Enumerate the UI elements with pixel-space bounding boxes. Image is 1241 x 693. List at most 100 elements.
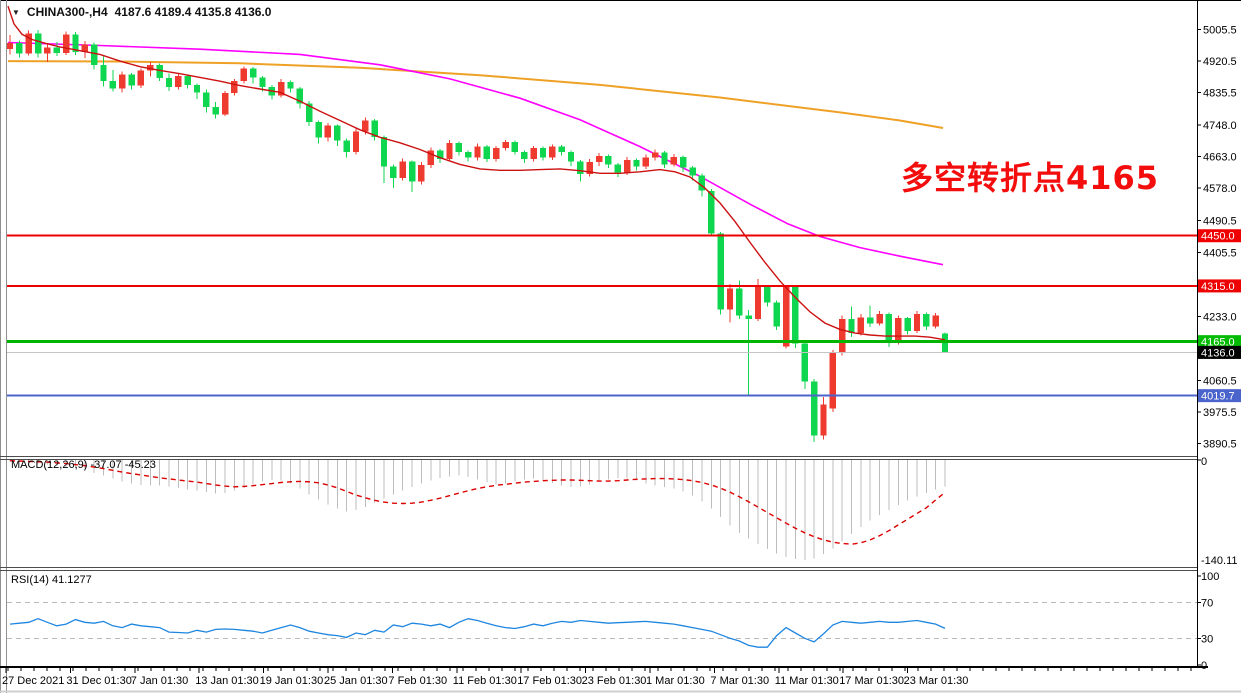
- time-axis-label: 11 Feb 01:30: [453, 675, 517, 687]
- candle: [493, 148, 500, 160]
- candle: [446, 142, 453, 160]
- candle: [128, 74, 135, 86]
- candle: [932, 315, 939, 327]
- candle: [474, 146, 481, 158]
- time-axis-label: 17 Mar 01:30: [839, 675, 904, 687]
- candle: [605, 156, 612, 165]
- macd-axis: 0 -140.11: [1197, 456, 1238, 567]
- price-axis-tick-label: 4060.5: [1203, 375, 1237, 387]
- time-axis[interactable]: 27 Dec 2021 31 Dec 01:307 Jan 01:30 13 Jan…: [2, 667, 1192, 687]
- price-axis: 5005.5 4920.5 4835.5 4748.0 4663.0 4578.0 4490…: [1197, 24, 1237, 451]
- candle: [418, 165, 425, 182]
- candle: [586, 162, 593, 175]
- price-level-badge-label: 4136.0: [1201, 347, 1235, 359]
- rsi-level-lines: [7, 602, 1197, 639]
- price-level-badge: [1198, 345, 1241, 359]
- candle: [240, 68, 247, 82]
- time-axis-label: 17 Feb 01:30: [517, 675, 582, 687]
- symbol-dropdown-icon[interactable]: ▼: [12, 7, 20, 17]
- candle: [923, 313, 930, 327]
- candle: [81, 44, 88, 53]
- rsi-axis-tick-label: 70: [1201, 598, 1213, 610]
- chart-title: ▼ CHINA300-,H4 4187.6 4189.4 4135.8 4136…: [12, 5, 271, 19]
- candle: [175, 75, 182, 88]
- ma-fast-line: [7, 5, 946, 341]
- price-axis-tick-label: 4835.5: [1203, 87, 1237, 99]
- candle: [212, 107, 219, 115]
- candle: [595, 156, 603, 163]
- candle: [6, 43, 14, 50]
- candle: [334, 125, 341, 141]
- time-axis-label: 7 Jan 01:30: [131, 675, 189, 687]
- candle: [324, 125, 332, 138]
- rsi-axis-tick-label: 30: [1201, 633, 1213, 645]
- candle: [399, 161, 406, 178]
- candle: [119, 74, 126, 89]
- rsi-axis-tick-label: 0: [1201, 660, 1207, 672]
- time-axis-label: 7 Feb 01:30: [388, 675, 447, 687]
- candle: [782, 287, 790, 347]
- price-axis-tick-label: 4490.5: [1203, 216, 1237, 228]
- candle: [427, 150, 434, 166]
- candle: [726, 288, 734, 310]
- time-axis-label: 27 Dec 2021: [2, 675, 64, 687]
- candle: [577, 161, 584, 175]
- time-axis-label: 25 Jan 01:30: [324, 675, 388, 687]
- price-axis-tick-label: 3890.5: [1203, 439, 1237, 451]
- time-axis-label: 1 Mar 01:30: [646, 675, 705, 687]
- candle: [651, 152, 659, 158]
- candle: [567, 151, 575, 162]
- candle: [521, 151, 528, 160]
- candle: [34, 33, 42, 54]
- candle: [530, 148, 537, 160]
- price-axis-tick-label: 4405.5: [1203, 247, 1237, 259]
- price-level-badge-label: 4019.7: [1201, 391, 1235, 403]
- candle: [754, 287, 762, 319]
- price-level-badge: [1198, 389, 1241, 403]
- candle: [352, 131, 360, 152]
- candle: [371, 120, 378, 137]
- macd-histogram: [9, 460, 946, 560]
- price-level-badge: [1198, 279, 1241, 293]
- candle: [249, 68, 257, 78]
- candle: [231, 81, 238, 94]
- candle: [390, 166, 397, 178]
- macd-axis-zero-label: 0: [1201, 456, 1207, 468]
- candle: [549, 146, 556, 158]
- candle: [661, 152, 668, 165]
- symbol-period-label: CHINA300-,H4: [26, 5, 108, 19]
- candle: [623, 159, 631, 173]
- candle: [25, 33, 32, 54]
- candle: [259, 77, 266, 88]
- price-level-badge-label: 4450.0: [1201, 231, 1235, 243]
- candle: [502, 142, 509, 149]
- time-axis-label: 11 Mar 01:30: [775, 675, 839, 687]
- candle: [511, 142, 519, 152]
- candle: [885, 313, 893, 343]
- candle: [193, 84, 201, 93]
- rsi-line: [9, 618, 946, 648]
- price-axis-tick-label: 4578.0: [1203, 183, 1237, 195]
- candle: [913, 313, 921, 331]
- candle: [717, 233, 724, 310]
- candle: [296, 88, 304, 104]
- candle: [642, 157, 649, 167]
- candle: [773, 302, 780, 327]
- candle: [109, 81, 117, 89]
- price-axis-tick-label: 4233.0: [1203, 311, 1237, 323]
- time-axis-label: 23 Feb 01:30: [582, 675, 647, 687]
- candle: [277, 81, 285, 96]
- macd-signal-line: [9, 460, 946, 545]
- candle: [221, 93, 229, 115]
- candle: [147, 64, 154, 71]
- candle: [362, 120, 369, 132]
- level-lines[interactable]: [7, 234, 1197, 397]
- candle: [680, 156, 687, 168]
- candle: [829, 353, 836, 409]
- candle: [62, 34, 70, 53]
- candle: [820, 404, 827, 436]
- candle: [895, 318, 902, 343]
